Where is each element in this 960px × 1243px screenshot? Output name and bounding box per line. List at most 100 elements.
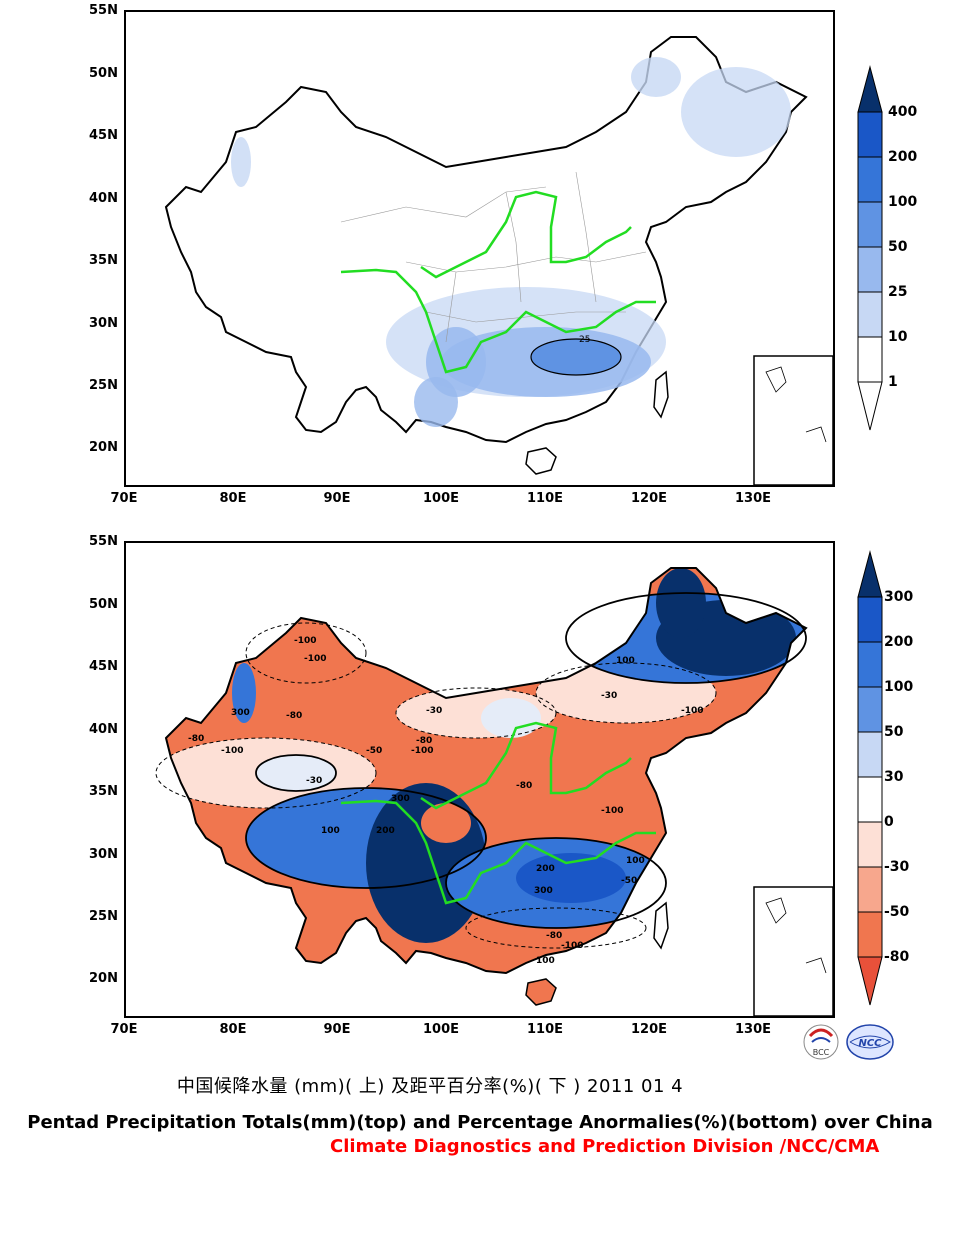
contour-label: -100 xyxy=(681,706,704,716)
bottom-map-svg: -100 -100 300 -80 -100 -80 -30 -50 -80 -… xyxy=(155,567,834,1017)
south-china-sea-inset-bottom xyxy=(753,886,834,1017)
english-title: Pentad Precipitation Totals(mm)(top) and… xyxy=(27,1112,933,1133)
contour-label: 100 xyxy=(626,856,645,866)
contour-label: -80 xyxy=(286,711,302,721)
bottom-lon-130: 130E xyxy=(734,1022,772,1037)
contour-label: -100 xyxy=(221,746,244,756)
bottom-lon-70: 70E xyxy=(110,1022,138,1037)
contour-label: 300 xyxy=(534,886,553,896)
contour-label: -100 xyxy=(294,636,317,646)
top-lat-55: 55N xyxy=(89,3,118,18)
ncc-logo-text: NCC xyxy=(858,1038,882,1049)
bcc-logo: BCC xyxy=(803,1024,839,1060)
chinese-title: 中国候降水量 (mm)( 上) 及距平百分率(%)( 下 ) 2011 01 4 xyxy=(176,1076,684,1097)
top-lat-30: 30N xyxy=(89,316,118,331)
contour-label: 100 xyxy=(616,656,635,666)
contour-lines xyxy=(155,622,717,949)
china-outline xyxy=(164,36,808,444)
shade-yunnan xyxy=(414,377,458,427)
contour-label: -100 xyxy=(561,941,584,951)
bottom-cb-30: 30 xyxy=(884,769,904,785)
top-contour-label: 25 xyxy=(579,335,590,345)
bottom-lat-55: 55N xyxy=(89,534,118,549)
contour-label: 200 xyxy=(536,864,555,874)
bottom-lon-110: 110E xyxy=(526,1022,564,1037)
rivers-bottom xyxy=(340,721,656,905)
bottom-cb-100: 100 xyxy=(884,679,914,695)
top-lat-20: 20N xyxy=(89,440,118,455)
contour-label: -50 xyxy=(366,746,382,756)
bottom-lon-100: 100E xyxy=(422,1022,460,1037)
top-lon-130: 130E xyxy=(734,491,772,506)
top-lat-40: 40N xyxy=(89,191,118,206)
top-cb-50: 50 xyxy=(888,239,908,255)
bottom-cb-m80: -80 xyxy=(884,949,910,965)
top-lon-110: 110E xyxy=(526,491,564,506)
bottom-cb-m30: -30 xyxy=(884,859,910,875)
bottom-lat-25: 25N xyxy=(89,909,118,924)
china-outline-bottom xyxy=(164,567,808,975)
bottom-cb-50: 50 xyxy=(884,724,904,740)
shade-west xyxy=(231,137,251,187)
contour-label: 100 xyxy=(321,826,340,836)
contour-label: -100 xyxy=(601,806,624,816)
contour-label: -80 xyxy=(416,736,432,746)
contour-label: -30 xyxy=(426,706,442,716)
top-lat-35: 35N xyxy=(89,253,118,268)
rivers xyxy=(340,190,656,374)
shade-northeast xyxy=(681,67,791,157)
contour-label: 300 xyxy=(391,794,410,804)
top-lon-90: 90E xyxy=(323,491,351,506)
top-lon-70: 70E xyxy=(110,491,138,506)
top-lat-25: 25N xyxy=(89,378,118,393)
contour-label: -100 xyxy=(304,654,327,664)
contour-label-group: -100 -100 300 -80 -100 -80 -30 -50 -80 -… xyxy=(188,636,704,966)
top-lat-50: 50N xyxy=(89,66,118,81)
contour-label: 300 xyxy=(231,708,250,718)
zero-contours xyxy=(245,592,807,929)
bottom-lat-35: 35N xyxy=(89,784,118,799)
top-cb-25: 25 xyxy=(888,284,908,300)
top-cb-10: 10 xyxy=(888,329,908,345)
bcc-logo-text: BCC xyxy=(813,1048,830,1057)
bottom-lat-20: 20N xyxy=(89,971,118,986)
south-china-sea-inset xyxy=(753,355,834,486)
contour-label: -30 xyxy=(306,776,322,786)
bottom-cb-0: 0 xyxy=(884,814,894,830)
contour-label: -100 xyxy=(411,746,434,756)
bottom-cb-300: 300 xyxy=(884,589,914,605)
bottom-lat-40: 40N xyxy=(89,722,118,737)
contour-label: -30 xyxy=(601,691,617,701)
bottom-map-frame: -100 -100 300 -80 -100 -80 -30 -50 -80 -… xyxy=(124,541,835,1018)
bottom-lon-90: 90E xyxy=(323,1022,351,1037)
agency-logos: BCC NCC xyxy=(803,1024,894,1060)
top-lon-80: 80E xyxy=(219,491,247,506)
hainan-island xyxy=(525,447,557,475)
ncc-logo: NCC xyxy=(846,1024,894,1060)
shade-core xyxy=(530,338,622,376)
taiwan-island-bottom xyxy=(653,901,669,950)
bottom-lat-45: 45N xyxy=(89,659,118,674)
bottom-colorbar xyxy=(857,550,883,1006)
taiwan-island xyxy=(653,370,669,419)
bottom-lat-30: 30N xyxy=(89,847,118,862)
top-map-svg: 25 xyxy=(164,36,834,486)
hainan-island-bottom xyxy=(525,978,557,1006)
top-cb-1: 1 xyxy=(888,374,898,390)
top-lon-120: 120E xyxy=(630,491,668,506)
top-cb-400: 400 xyxy=(888,104,918,120)
contour-label: -80 xyxy=(516,781,532,791)
credit-line: Climate Diagnostics and Prediction Divis… xyxy=(330,1136,880,1157)
top-colorbar xyxy=(857,65,883,431)
top-lat-45: 45N xyxy=(89,128,118,143)
bottom-cb-m50: -50 xyxy=(884,904,910,920)
bottom-lon-120: 120E xyxy=(630,1022,668,1037)
contour-label: -50 xyxy=(621,876,637,886)
contour-label: -80 xyxy=(188,734,204,744)
bottom-lon-80: 80E xyxy=(219,1022,247,1037)
contour-label: 200 xyxy=(376,826,395,836)
top-cb-100: 100 xyxy=(888,194,918,210)
top-cb-200: 200 xyxy=(888,149,918,165)
bottom-cb-200: 200 xyxy=(884,634,914,650)
top-map-frame: 25 xyxy=(124,10,835,487)
